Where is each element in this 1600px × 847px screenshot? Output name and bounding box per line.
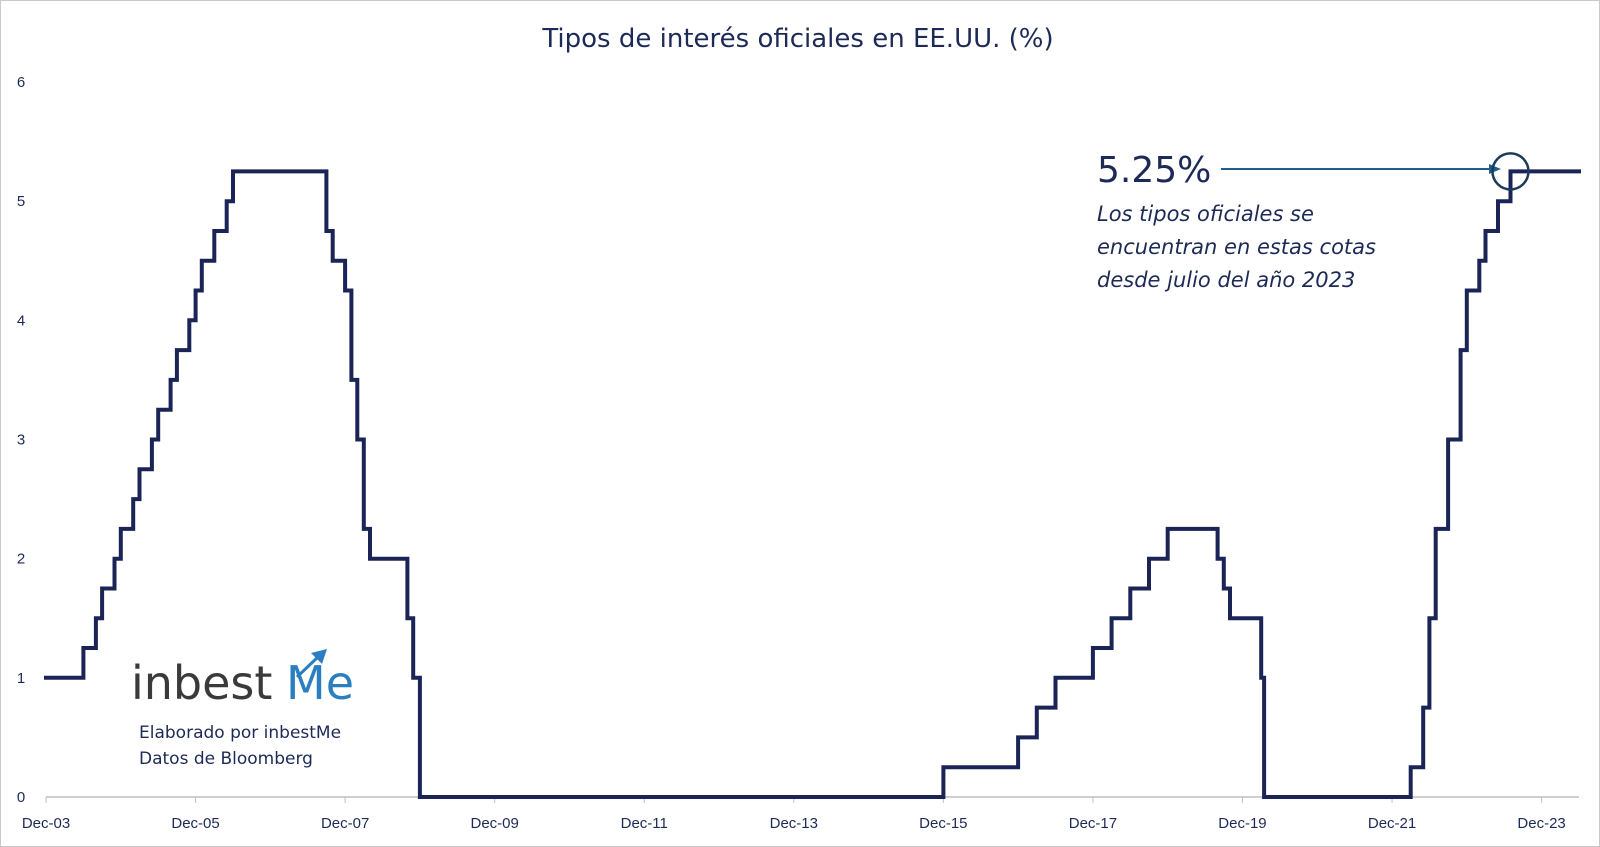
chart-title: Tipos de interés oficiales en EE.UU. (%) — [541, 24, 1053, 54]
series-line-fed-funds-rate — [44, 169, 1581, 799]
annotation: 5.25% Los tipos oficiales se encuentran … — [1097, 150, 1530, 292]
logo-wordmark: inbest — [131, 656, 272, 710]
x-tick-label: Dec-19 — [1218, 815, 1266, 832]
x-tick-label: Dec-15 — [919, 815, 967, 832]
y-tick-label: 1 — [17, 670, 25, 687]
credit-line-1: Elaborado por inbestMe — [139, 723, 341, 743]
x-tick-label: Dec-13 — [770, 815, 818, 832]
annotation-value: 5.25% — [1097, 150, 1211, 191]
annotation-highlight-circle — [1491, 152, 1530, 191]
x-tick-label: Dec-05 — [171, 815, 219, 832]
y-tick-label: 3 — [17, 432, 25, 449]
y-tick-label: 5 — [17, 193, 25, 210]
logo-arrow-icon — [295, 649, 327, 679]
y-axis-ticks: 0 1 2 3 4 5 6 — [17, 74, 25, 806]
y-tick-label: 2 — [17, 551, 25, 568]
annotation-line-1: Los tipos oficiales se — [1097, 202, 1314, 226]
y-tick-label: 4 — [17, 312, 25, 329]
y-tick-label: 6 — [17, 74, 25, 91]
annotation-line-3: desde julio del año 2023 — [1097, 268, 1355, 292]
x-tick-label: Dec-23 — [1517, 815, 1565, 832]
x-tick-label: Dec-03 — [22, 815, 70, 832]
x-axis-ticks: Dec-03 Dec-05 Dec-07 Dec-09 Dec-11 Dec-13 Dec-… — [22, 797, 1566, 832]
y-tick-label: 0 — [17, 789, 25, 806]
logo-wordmark-accent: Me — [286, 656, 354, 710]
annotation-line-2: encuentran en estas cotas — [1097, 235, 1376, 259]
x-tick-label: Dec-11 — [621, 815, 668, 832]
x-tick-label: Dec-09 — [471, 815, 519, 832]
brand-logo: inbest Me — [131, 649, 354, 710]
x-tick-label: Dec-07 — [321, 815, 369, 832]
annotation-arrowhead — [1489, 164, 1501, 174]
credit-line-2: Datos de Bloomberg — [139, 749, 313, 769]
x-tick-label: Dec-21 — [1368, 815, 1416, 832]
x-tick-label: Dec-17 — [1069, 815, 1117, 832]
